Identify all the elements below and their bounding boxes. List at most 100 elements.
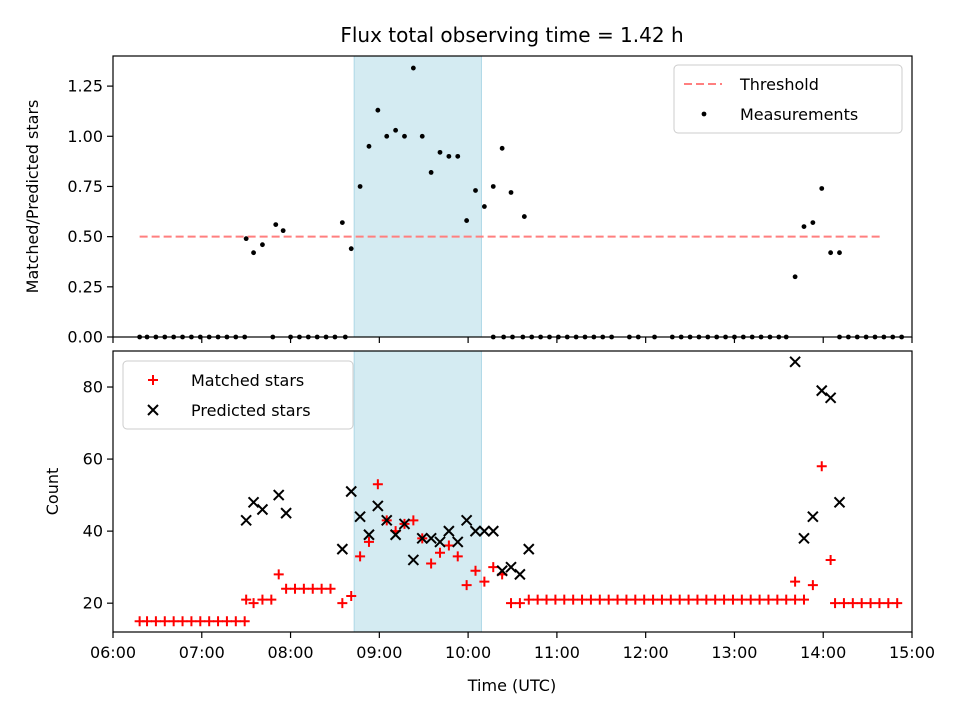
data-point	[398, 518, 411, 530]
data-point	[801, 224, 807, 230]
data-point	[674, 594, 685, 605]
legend-predicted-swatch	[147, 404, 159, 416]
y-tick-label: 20	[83, 594, 103, 613]
data-point	[460, 514, 473, 527]
data-point	[243, 236, 249, 242]
data-point	[281, 583, 292, 594]
data-point	[798, 532, 810, 545]
data-point	[434, 536, 446, 548]
data-point	[248, 598, 259, 609]
x-tick-label: 13:00	[711, 643, 757, 662]
data-point	[346, 590, 357, 601]
data-point	[478, 525, 491, 537]
data-point	[273, 489, 285, 501]
data-point	[384, 133, 390, 139]
data-point	[499, 145, 505, 151]
data-point	[505, 561, 517, 573]
data-point	[568, 594, 579, 605]
data-point	[710, 594, 721, 605]
data-point	[550, 594, 561, 605]
x-tick-label: 12:00	[623, 643, 669, 662]
data-point	[692, 594, 703, 605]
data-point	[416, 532, 428, 545]
data-point	[532, 594, 543, 605]
legend-box	[122, 360, 354, 430]
data-point	[470, 565, 481, 576]
data-point	[443, 525, 455, 537]
series-matched-stars	[134, 461, 903, 627]
data-point	[789, 356, 801, 368]
data-point	[452, 551, 463, 562]
x-tick-label: 09:00	[356, 643, 402, 662]
y-tick-label: 0.25	[67, 277, 103, 296]
data-point	[366, 143, 372, 149]
x-tick-label: 10:00	[445, 643, 491, 662]
data-point	[514, 568, 526, 581]
data-point	[195, 616, 206, 627]
chart-title: Flux total observing time = 1.42 h	[340, 23, 683, 47]
data-point	[337, 598, 348, 609]
data-point	[639, 594, 650, 605]
data-point	[177, 616, 188, 627]
data-point	[446, 153, 452, 159]
data-point	[273, 569, 284, 580]
data-point	[256, 503, 269, 516]
legend-measurements-swatch	[701, 111, 707, 117]
data-point	[781, 594, 792, 605]
data-point	[594, 594, 605, 605]
data-point	[230, 616, 241, 627]
data-point	[701, 594, 712, 605]
data-point	[838, 598, 849, 609]
data-point	[865, 598, 876, 609]
x-tick-label: 14:00	[800, 643, 846, 662]
data-point	[828, 250, 834, 256]
data-point	[754, 594, 765, 605]
data-point	[727, 594, 738, 605]
data-point	[339, 220, 345, 225]
data-point	[648, 594, 659, 605]
data-point	[816, 461, 827, 472]
data-point	[280, 228, 286, 234]
data-point	[481, 204, 487, 209]
data-point	[807, 580, 818, 591]
data-point	[819, 186, 825, 191]
x-tick-label: 08:00	[268, 643, 314, 662]
data-point	[381, 514, 393, 527]
shaded-span	[353, 55, 482, 338]
data-point	[443, 540, 454, 551]
data-point	[280, 507, 292, 519]
data-point	[251, 250, 256, 256]
y-tick-label: 80	[83, 378, 103, 397]
legend-threshold-label: Threshold	[739, 75, 819, 94]
data-point	[142, 616, 153, 627]
data-point	[883, 598, 894, 609]
data-point	[790, 576, 801, 587]
data-point	[798, 594, 809, 605]
data-point	[577, 594, 588, 605]
data-point	[437, 149, 443, 155]
data-point	[239, 616, 250, 627]
data-point	[159, 616, 170, 627]
data-point	[372, 500, 384, 512]
data-point	[612, 594, 623, 605]
data-point	[260, 242, 265, 248]
data-point	[389, 529, 402, 541]
data-point	[213, 616, 224, 627]
data-point	[393, 127, 399, 133]
legend-matched-label: Matched stars	[191, 371, 304, 390]
data-point	[325, 583, 336, 594]
data-point	[150, 616, 161, 627]
data-point	[363, 536, 374, 547]
data-point	[719, 594, 730, 605]
data-point	[257, 594, 268, 605]
data-point	[807, 511, 819, 523]
data-point	[792, 274, 798, 280]
y-tick-label: 1.00	[67, 127, 103, 146]
data-point	[479, 576, 490, 587]
data-point	[488, 562, 499, 573]
data-point	[736, 594, 747, 605]
data-point	[508, 190, 514, 195]
y-tick-label: 0.00	[67, 328, 103, 347]
data-point	[434, 547, 445, 558]
